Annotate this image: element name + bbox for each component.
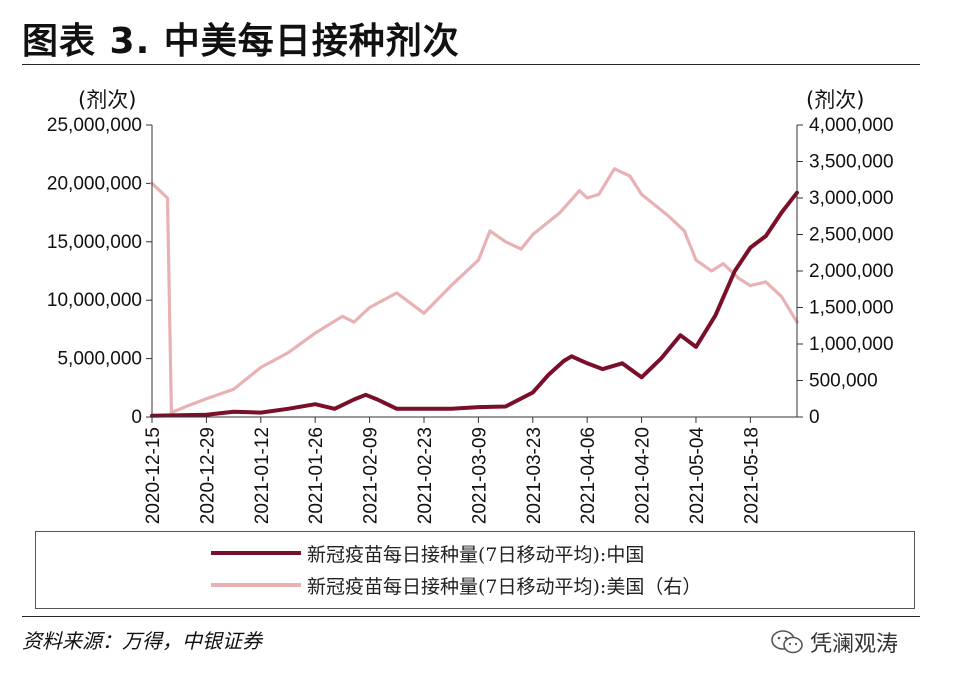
series-layer bbox=[150, 167, 799, 418]
x-tick-label: 2020-12-29 bbox=[197, 427, 218, 524]
series-line-china bbox=[150, 190, 799, 418]
left-tick-label: 5,000,000 bbox=[57, 349, 142, 370]
right-tick-label: 0 bbox=[809, 407, 820, 428]
x-tick-label: 2021-05-04 bbox=[687, 427, 708, 525]
left-tick-label: 25,000,000 bbox=[47, 115, 142, 136]
legend: 新冠疫苗每日接种量(7日移动平均):中国 新冠疫苗每日接种量(7日移动平均):美… bbox=[35, 531, 915, 609]
right-tick-label: 500,000 bbox=[809, 371, 878, 392]
left-axis-ticks: 0 5,000,000 10,000,000 15,000,000 20,000,000… bbox=[47, 115, 152, 428]
title-rule bbox=[22, 64, 920, 65]
x-tick-label: 2021-05-18 bbox=[741, 427, 762, 524]
right-tick-label: 1,500,000 bbox=[809, 298, 894, 319]
wechat-icon bbox=[771, 630, 803, 654]
x-axis-ticks: 2020-12-15 2020-12-29 2021-01-12 2021-01-26… bbox=[143, 417, 762, 524]
x-tick-label: 2021-02-09 bbox=[361, 427, 382, 524]
x-tick-label: 2021-04-20 bbox=[633, 427, 654, 524]
series-line-us bbox=[150, 167, 799, 415]
right-tick-label: 2,000,000 bbox=[809, 261, 894, 282]
left-tick-label: 15,000,000 bbox=[47, 232, 142, 253]
figure-title: 图表 3. 中美每日接种剂次 bbox=[22, 21, 460, 62]
legend-item-us: 新冠疫苗每日接种量(7日移动平均):美国（右） bbox=[211, 572, 701, 598]
left-tick-label: 10,000,000 bbox=[47, 290, 142, 311]
right-tick-label: 2,500,000 bbox=[809, 225, 894, 246]
watermark-text: 凭澜观涛 bbox=[810, 632, 899, 657]
bottom-rule bbox=[22, 616, 920, 617]
x-tick-label: 2021-03-09 bbox=[469, 427, 490, 524]
left-axis-unit: (剂次) bbox=[78, 88, 137, 112]
x-tick-label: 2021-03-23 bbox=[524, 427, 545, 524]
right-axis-unit: (剂次) bbox=[806, 88, 865, 112]
left-tick-label: 20,000,000 bbox=[47, 173, 142, 194]
x-tick-label: 2021-01-26 bbox=[306, 427, 327, 524]
right-axis-ticks: 0 500,000 1,000,000 1,500,000 2,000,000 2,500… bbox=[797, 115, 894, 428]
x-tick-label: 2021-01-12 bbox=[252, 427, 273, 524]
right-tick-label: 1,000,000 bbox=[809, 334, 894, 355]
legend-swatch-us bbox=[211, 583, 301, 587]
right-tick-label: 4,000,000 bbox=[809, 115, 894, 136]
right-tick-label: 3,500,000 bbox=[809, 152, 894, 173]
legend-item-china: 新冠疫苗每日接种量(7日移动平均):中国 bbox=[211, 540, 644, 566]
left-tick-label: 0 bbox=[131, 407, 142, 428]
legend-label-us: 新冠疫苗每日接种量(7日移动平均):美国（右） bbox=[307, 575, 702, 598]
watermark: 凭澜观涛 bbox=[770, 626, 898, 658]
source-note: 资料来源：万得，中银证券 bbox=[22, 629, 262, 653]
x-tick-label: 2021-04-06 bbox=[578, 427, 599, 524]
legend-swatch-china bbox=[211, 551, 301, 555]
x-tick-label: 2020-12-15 bbox=[143, 427, 164, 524]
legend-label-china: 新冠疫苗每日接种量(7日移动平均):中国 bbox=[307, 543, 645, 566]
right-tick-label: 3,000,000 bbox=[809, 188, 894, 209]
x-tick-label: 2021-02-23 bbox=[415, 427, 436, 524]
